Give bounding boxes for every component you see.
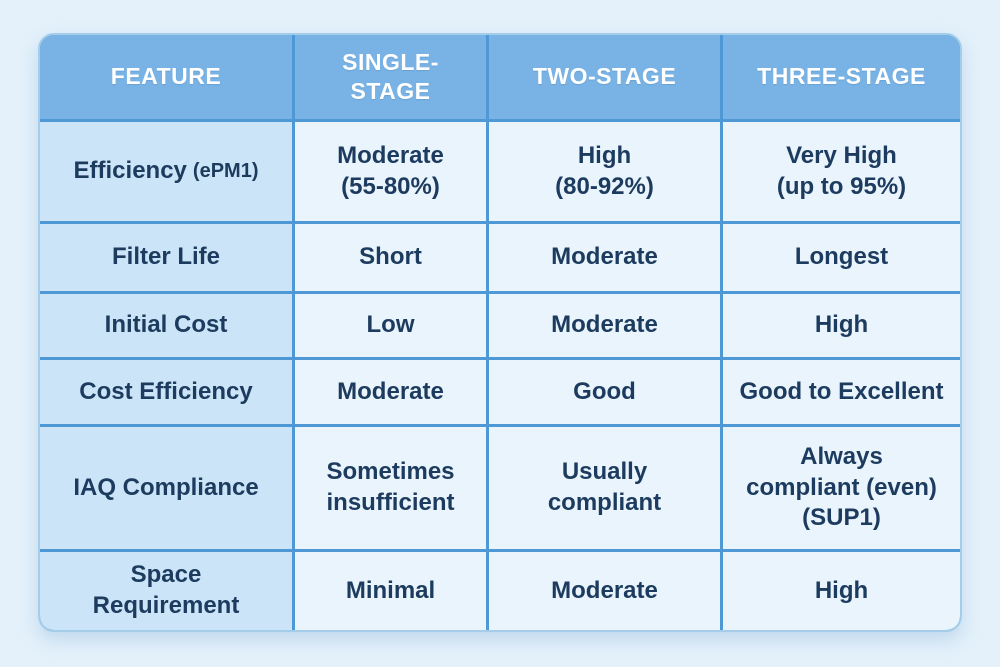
value-cell-space-requirement-single: Minimal: [295, 552, 486, 630]
value-cell-iaq-compliance-three: Always compliant (even) (SUP1): [723, 427, 960, 549]
value-cell-filter-life-three: Longest: [723, 224, 960, 291]
feature-cell-filter-life: Filter Life: [40, 224, 292, 291]
value-cell-iaq-compliance-single: Sometimes insufficient: [295, 427, 486, 549]
feature-cell-efficiency: Efficiency (ePM1): [40, 122, 292, 221]
value-cell-cost-efficiency-two: Good: [489, 360, 720, 424]
header-cell-two-stage: TWO-STAGE: [489, 35, 720, 119]
feature-cell-space-requirement: Space Requirement: [40, 552, 292, 630]
value-cell-initial-cost-two: Moderate: [489, 294, 720, 357]
value-cell-efficiency-three: Very High (up to 95%): [723, 122, 960, 221]
feature-note: (ePM1): [192, 159, 259, 182]
feature-cell-iaq-compliance: IAQ Compliance: [40, 427, 292, 549]
comparison-table: FEATURE SINGLE-STAGE TWO-STAGE THREE-STA…: [38, 33, 962, 632]
value-cell-iaq-compliance-two: Usually compliant: [489, 427, 720, 549]
header-cell-three-stage: THREE-STAGE: [723, 35, 960, 119]
feature-cell-cost-efficiency: Cost Efficiency: [40, 360, 292, 424]
feature-label: Efficiency: [73, 157, 187, 185]
value-cell-cost-efficiency-single: Moderate: [295, 360, 486, 424]
value-cell-cost-efficiency-three: Good to Excellent: [723, 360, 960, 424]
value-cell-filter-life-single: Short: [295, 224, 486, 291]
value-cell-initial-cost-three: High: [723, 294, 960, 357]
value-cell-filter-life-two: Moderate: [489, 224, 720, 291]
value-cell-space-requirement-two: Moderate: [489, 552, 720, 630]
header-cell-feature: FEATURE: [40, 35, 292, 119]
feature-cell-initial-cost: Initial Cost: [40, 294, 292, 357]
value-cell-space-requirement-three: High: [723, 552, 960, 630]
header-cell-single-stage: SINGLE-STAGE: [295, 35, 486, 119]
value-cell-initial-cost-single: Low: [295, 294, 486, 357]
value-cell-efficiency-two: High (80-92%): [489, 122, 720, 221]
value-cell-efficiency-single: Moderate (55-80%): [295, 122, 486, 221]
